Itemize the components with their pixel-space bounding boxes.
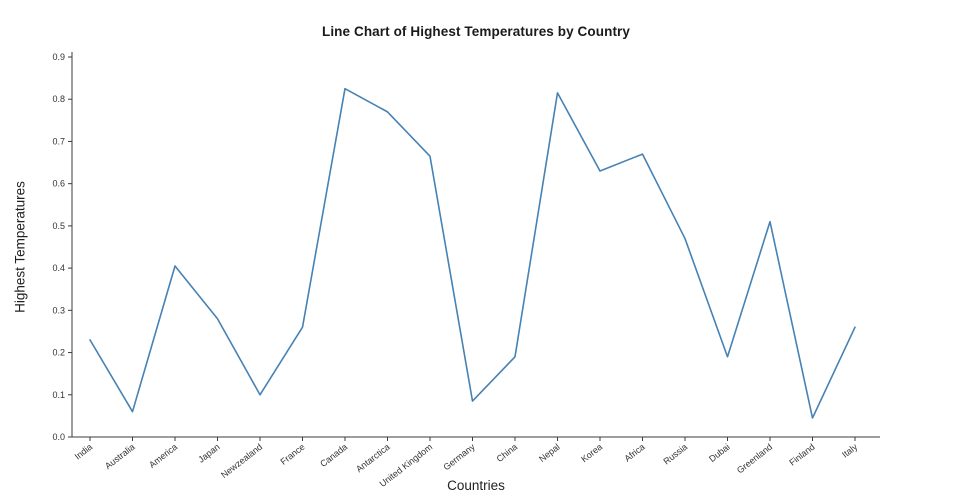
chart-title: Line Chart of Highest Temperatures by Co… — [321, 24, 631, 39]
y-tick-label: 0.3 — [52, 305, 65, 315]
y-tick-label: 0.9 — [52, 52, 65, 62]
x-tick-label: India — [73, 442, 95, 462]
x-tick-label: Russia — [661, 442, 689, 467]
temperature-line — [89, 87, 856, 419]
y-tick-label: 0.4 — [52, 263, 65, 273]
x-tick-label: Korea — [579, 442, 604, 465]
x-tick-label: Japan — [196, 442, 221, 465]
x-tick-label: Australia — [103, 442, 137, 471]
x-tick-label: Antarctica — [354, 442, 392, 475]
y-tick-label: 0.0 — [52, 432, 65, 442]
x-tick-label: Finland — [787, 442, 816, 468]
x-tick-label: Dubai — [707, 442, 732, 464]
x-tick-label: America — [147, 442, 179, 470]
x-tick-label: France — [278, 442, 306, 467]
y-tick-label: 0.5 — [52, 221, 65, 231]
x-tick-label: China — [495, 442, 520, 464]
x-tick-label: Africa — [622, 442, 646, 464]
y-tick-label: 0.8 — [52, 94, 65, 104]
y-tick-label: 0.2 — [52, 348, 65, 358]
y-tick-label: 0.7 — [52, 136, 65, 146]
x-axis-label: Countries — [447, 478, 505, 493]
y-tick-label: 0.6 — [52, 179, 65, 189]
x-tick-label: Italy — [840, 441, 860, 459]
x-tick-label: Canada — [318, 442, 349, 469]
x-tick-label: Nepal — [537, 442, 562, 464]
x-tick-label: Newzealand — [219, 442, 264, 480]
x-tick-label: Germany — [441, 441, 477, 472]
y-tick-label: 0.1 — [52, 390, 65, 400]
x-tick-label: Greenland — [735, 442, 774, 476]
y-axis-ticks: 0.0 0.1 0.2 0.3 0.4 0.5 0.6 0.7 0.8 0.9 — [52, 52, 72, 442]
axes — [71, 52, 880, 438]
